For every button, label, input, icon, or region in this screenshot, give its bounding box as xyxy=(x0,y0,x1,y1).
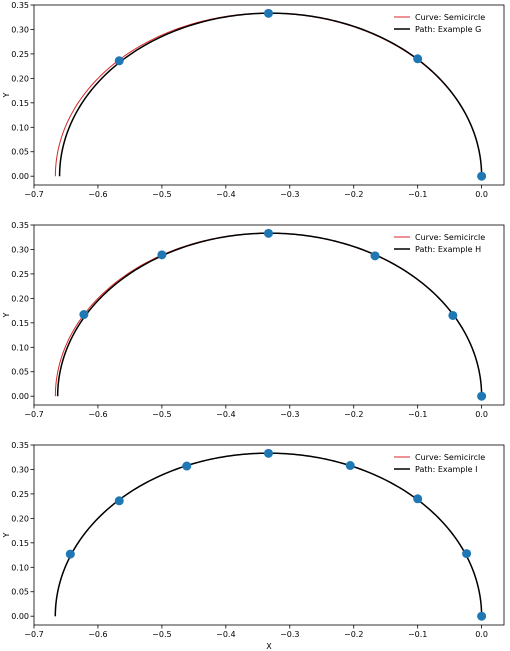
y-tick-label: 0.10 xyxy=(11,123,29,132)
y-tick-label: 0.05 xyxy=(11,588,29,597)
x-tick-label: −0.7 xyxy=(24,190,43,199)
x-tick-label: −0.6 xyxy=(88,630,107,639)
x-tick-label: −0.6 xyxy=(88,410,107,419)
x-tick-label: −0.1 xyxy=(408,630,427,639)
y-tick-label: 0.25 xyxy=(11,50,29,59)
chart-panel-2: −0.7 −0.6 −0.5 −0.4 −0.3 −0.2 −0.1 0.0 0.00 0.05 0… xyxy=(2,221,505,419)
x-tick-label: −0.2 xyxy=(344,630,363,639)
axes-frame xyxy=(33,224,505,406)
data-point xyxy=(263,448,273,458)
x-tick-label: −0.3 xyxy=(280,410,299,419)
legend-entry: Path: Example I xyxy=(415,465,477,474)
y-tick-label: 0.30 xyxy=(11,245,29,254)
y-tick-label: 0.20 xyxy=(11,514,29,523)
y-tick-label: 0.30 xyxy=(11,465,29,474)
y-tick-label: 0.10 xyxy=(11,563,29,572)
axes-frame xyxy=(33,4,505,186)
legend: Curve: Semicircle Path: Example I xyxy=(394,453,485,474)
y-tick-label: 0.15 xyxy=(11,539,29,548)
data-point xyxy=(477,611,487,621)
x-tick-label: −0.6 xyxy=(88,190,107,199)
y-tick-label: 0.35 xyxy=(11,441,29,450)
y-tick-label: 0.00 xyxy=(11,612,29,621)
y-tick-label: 0.20 xyxy=(11,74,29,83)
x-tick-label: −0.5 xyxy=(152,410,171,419)
x-tick-label: −0.5 xyxy=(152,630,171,639)
data-point xyxy=(182,461,192,471)
y-tick-label: 0.15 xyxy=(11,99,29,108)
y-tick-label: 0.25 xyxy=(11,270,29,279)
y-tick-label: 0.35 xyxy=(11,1,29,10)
chart-panel-1: −0.7 −0.6 −0.5 −0.4 −0.3 −0.2 −0.1 0.0 0.00 0.05 0… xyxy=(2,1,505,199)
y-tick-label: 0.10 xyxy=(11,343,29,352)
x-tick-label: 0.0 xyxy=(475,630,488,639)
y-tick-label: 0.00 xyxy=(11,392,29,401)
data-point xyxy=(448,310,458,320)
x-axis-label: X xyxy=(266,642,272,651)
y-axis-label: Y xyxy=(2,92,11,98)
x-tick-label: −0.7 xyxy=(24,630,43,639)
y-axis-label: Y xyxy=(2,532,11,538)
x-tick-label: −0.4 xyxy=(216,630,235,639)
x-tick-label: 0.0 xyxy=(475,190,488,199)
x-tick-label: 0.0 xyxy=(475,410,488,419)
x-tick-label: −0.4 xyxy=(216,410,235,419)
y-tick-label: 0.15 xyxy=(11,319,29,328)
data-point xyxy=(413,54,423,64)
legend-entry: Path: Example H xyxy=(415,245,481,254)
legend-entry: Curve: Semicircle xyxy=(415,233,485,242)
y-tick-label: 0.25 xyxy=(11,490,29,499)
data-point xyxy=(413,494,423,504)
y-tick-label: 0.35 xyxy=(11,221,29,230)
x-tick-label: −0.7 xyxy=(24,410,43,419)
y-tick-label: 0.05 xyxy=(11,148,29,157)
data-point xyxy=(114,56,124,66)
x-tick-label: −0.4 xyxy=(216,190,235,199)
data-point xyxy=(370,251,380,261)
legend-entry: Curve: Semicircle xyxy=(415,13,485,22)
legend: Curve: Semicircle Path: Example H xyxy=(394,233,485,254)
x-tick-label: −0.1 xyxy=(408,190,427,199)
y-axis-label: Y xyxy=(2,312,11,318)
data-point xyxy=(65,549,75,559)
y-tick-label: 0.20 xyxy=(11,294,29,303)
data-point xyxy=(263,228,273,238)
axes-frame xyxy=(33,444,505,626)
legend-entry: Path: Example G xyxy=(415,25,481,34)
data-point xyxy=(263,8,273,18)
y-tick-label: 0.30 xyxy=(11,25,29,34)
data-point xyxy=(114,496,124,506)
x-tick-label: −0.2 xyxy=(344,410,363,419)
legend-entry: Curve: Semicircle xyxy=(415,453,485,462)
data-point xyxy=(462,549,472,559)
x-tick-label: −0.1 xyxy=(408,410,427,419)
x-tick-label: −0.3 xyxy=(280,190,299,199)
data-point xyxy=(345,461,355,471)
x-tick-label: −0.5 xyxy=(152,190,171,199)
y-tick-label: 0.05 xyxy=(11,368,29,377)
legend: Curve: Semicircle Path: Example G xyxy=(394,13,485,34)
chart-panel-3: −0.7 −0.6 −0.5 −0.4 −0.3 −0.2 −0.1 0.0 0.00 0.05 0… xyxy=(2,441,505,651)
data-point xyxy=(477,171,487,181)
data-point xyxy=(477,391,487,401)
x-tick-label: −0.3 xyxy=(280,630,299,639)
data-point xyxy=(79,310,89,320)
data-point xyxy=(157,250,167,260)
x-tick-label: −0.2 xyxy=(344,190,363,199)
y-tick-label: 0.00 xyxy=(11,172,29,181)
